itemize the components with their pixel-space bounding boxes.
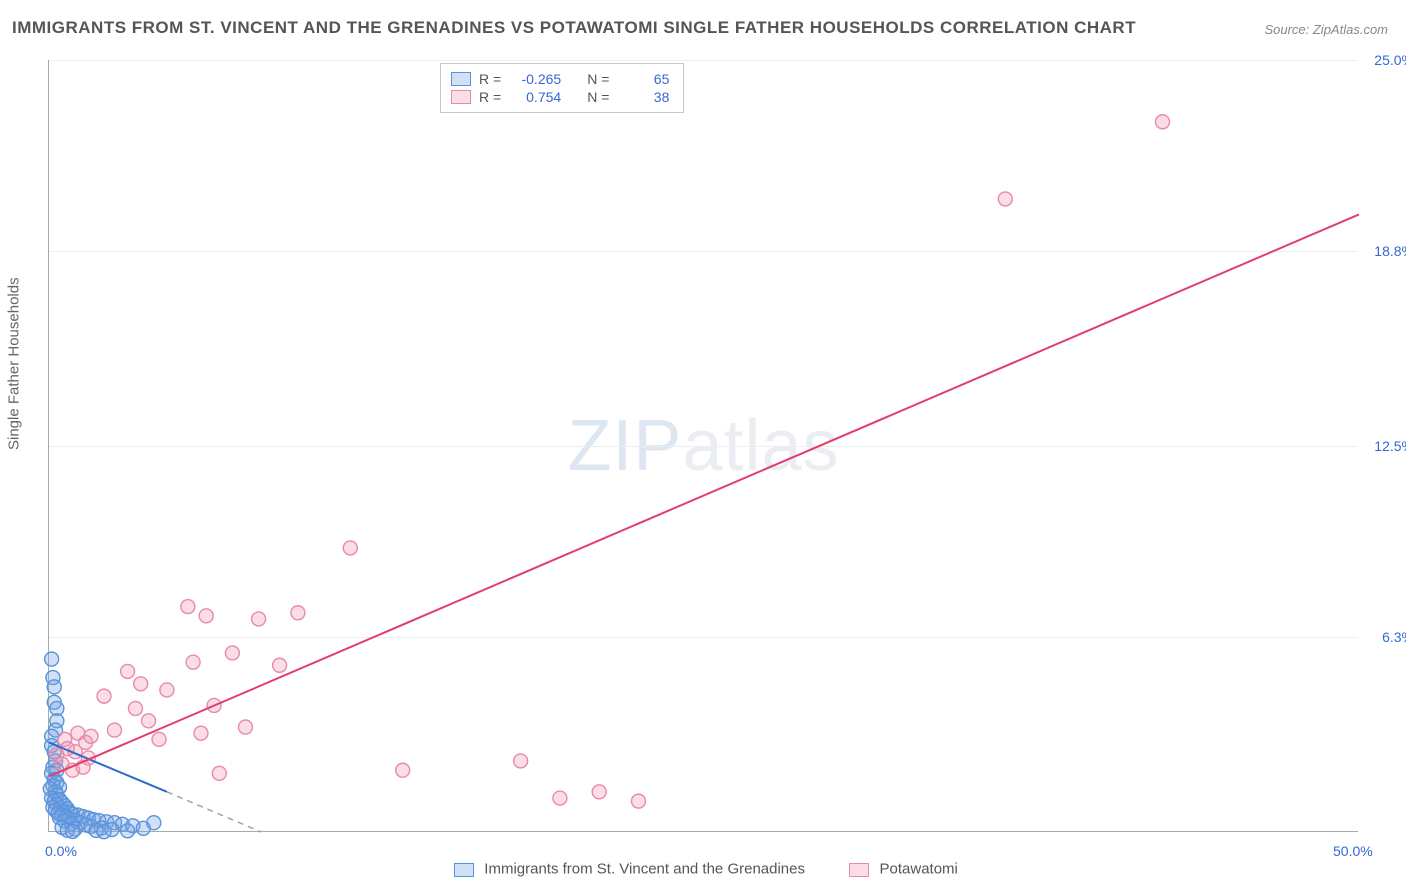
series-2-name: Potawatomi [880,861,958,878]
series-1-name: Immigrants from St. Vincent and the Gren… [484,861,805,878]
n-label: N = [587,89,609,105]
chart-container: IMMIGRANTS FROM ST. VINCENT AND THE GREN… [0,0,1406,892]
r-value-2: 0.754 [509,89,561,105]
n-value-1: 65 [617,71,669,87]
legend-stats-row-2: R = 0.754 N = 38 [451,88,669,106]
swatch-series-2 [451,90,471,104]
r-value-1: -0.265 [509,71,561,87]
r-label: R = [479,89,501,105]
r-label: R = [479,71,501,87]
y-axis-label: Single Father Households [6,277,23,450]
chart-title: IMMIGRANTS FROM ST. VINCENT AND THE GREN… [12,18,1136,38]
source-citation: Source: ZipAtlas.com [1264,22,1388,37]
legend-series: Immigrants from St. Vincent and the Gren… [0,860,1406,878]
n-label: N = [587,71,609,87]
swatch-series-1 [451,72,471,86]
swatch-series-1-b [454,863,474,877]
n-value-2: 38 [617,89,669,105]
legend-stats: R = -0.265 N = 65 R = 0.754 N = 38 [440,63,684,113]
plot-svg [49,60,1358,831]
swatch-series-2-b [849,863,869,877]
plot-area: ZIPatlas 6.3%12.5%18.8%25.0% 0.0%50.0% [48,60,1358,832]
legend-stats-row-1: R = -0.265 N = 65 [451,70,669,88]
